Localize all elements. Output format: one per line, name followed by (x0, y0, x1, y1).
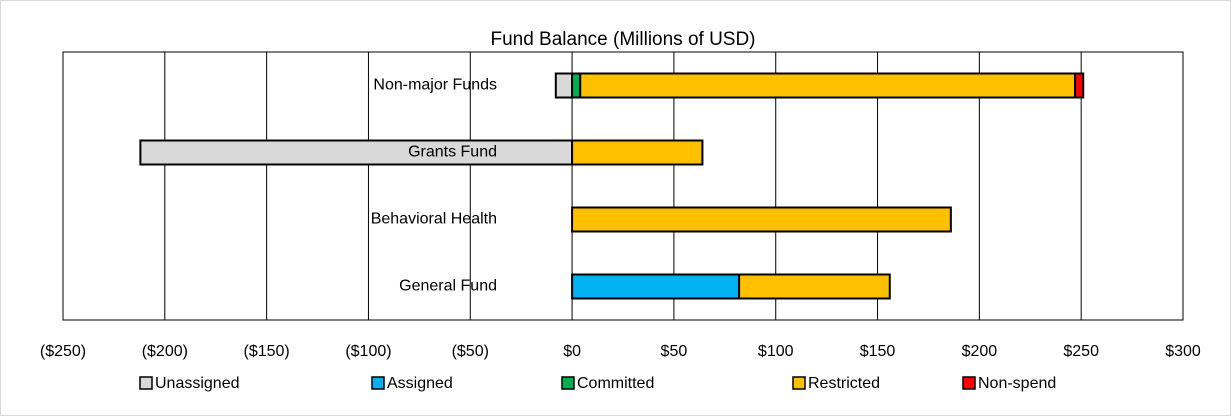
legend-label: Committed (577, 375, 654, 392)
category-label: General Fund (399, 278, 497, 295)
bar-segment (571, 72, 582, 99)
x-tick-label: $100 (758, 343, 794, 360)
legend-swatch (139, 376, 153, 390)
legend-swatch (792, 376, 806, 390)
legend-label: Non-spend (978, 375, 1056, 392)
bar-segment (139, 139, 574, 166)
bar-segment (571, 206, 952, 233)
x-tick-label: $250 (1063, 343, 1099, 360)
legend-label: Restricted (808, 375, 880, 392)
bar-segment (571, 139, 704, 166)
legend-label: Unassigned (155, 375, 240, 392)
legend-swatch (962, 376, 976, 390)
x-tick-label: ($100) (345, 343, 391, 360)
legend-swatch (561, 376, 575, 390)
chart-title: Fund Balance (Millions of USD) (490, 29, 755, 50)
x-tick-label: $50 (661, 343, 688, 360)
x-tick-label: $200 (962, 343, 998, 360)
category-label: Non-major Funds (373, 77, 497, 94)
bar-segment (571, 273, 741, 300)
legend-swatch (371, 376, 385, 390)
x-tick-label: $0 (563, 343, 581, 360)
x-tick-label: ($200) (142, 343, 188, 360)
category-label: Grants Fund (408, 144, 497, 161)
bar-segment (1074, 72, 1085, 99)
legend-label: Assigned (387, 375, 453, 392)
bar-segment (579, 72, 1077, 99)
category-label: Behavioral Health (371, 211, 497, 228)
bar-segment (738, 273, 891, 300)
x-tick-label: ($50) (452, 343, 489, 360)
bar-segment (554, 72, 574, 99)
x-tick-label: ($250) (40, 343, 86, 360)
x-tick-label: $300 (1165, 343, 1201, 360)
x-tick-label: $150 (860, 343, 896, 360)
x-tick-label: ($150) (244, 343, 290, 360)
